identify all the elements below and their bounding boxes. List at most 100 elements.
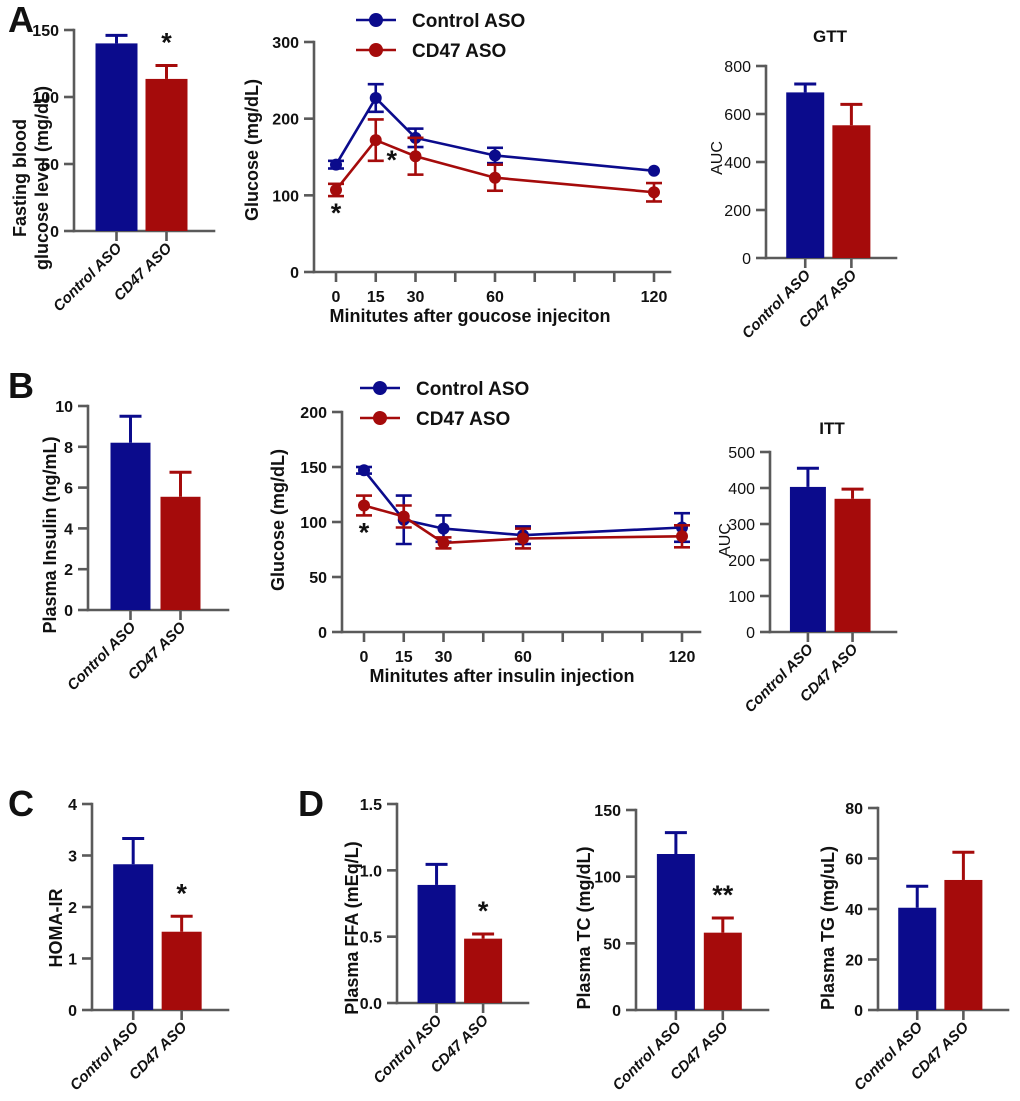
y-tick-label: 0	[318, 625, 327, 642]
y-axis-plasma-insulin: 0 2 4 6 8 10	[55, 399, 88, 620]
y-tick-label: 150	[32, 23, 59, 40]
y-axis-title: Glucose (mg/dL)	[268, 449, 288, 591]
x-axis-title: Minitutes after insulin injection	[369, 666, 634, 686]
legend-entry[interactable]: Control ASO	[356, 11, 525, 32]
y-axis-title: AUC	[709, 141, 726, 175]
legend-entry[interactable]: CD47 ASO	[356, 41, 506, 62]
legend-label: Control ASO	[412, 11, 525, 32]
y-tick-label: 6	[64, 481, 73, 498]
y-tick-label: 0	[742, 251, 751, 268]
line-series	[328, 82, 662, 203]
x-axis-title: Minitutes after goucose injeciton	[329, 306, 610, 326]
error-bar	[425, 862, 448, 885]
y-axis-title: Glucose (mg/dL)	[242, 79, 262, 221]
y-tick-label: 80	[845, 801, 863, 818]
y-tick-label: 2	[68, 900, 77, 917]
bar	[703, 932, 742, 1010]
y-tick-label: 8	[64, 440, 73, 457]
bar	[898, 907, 937, 1010]
chart-plasma-tg: Plasma TG (mg/uL) 0 20 40 60 80 Control ASO C…	[750, 760, 1020, 1101]
y-tick-label: 0.5	[360, 930, 382, 947]
y-axis-title: HOMA-IR	[46, 889, 66, 968]
y-tick-label: 200	[272, 112, 299, 129]
error-bar	[122, 837, 145, 865]
y-tick-label: 2	[64, 562, 73, 579]
error-bar	[170, 914, 193, 932]
y-axis-title: Plasma Insulin (ng/mL)	[40, 436, 60, 633]
data-point-marker	[648, 164, 660, 177]
significance-annotations: *	[161, 28, 172, 58]
y-tick-label: 50	[41, 157, 59, 174]
chart-homa-ir: HOMA-IR 0 1 2 3 4 Control ASO CD47 ASO *	[0, 760, 300, 1101]
data-point-marker	[489, 149, 501, 162]
fasting-glucose-svg: Fasting blood glucose level (mg/dL) 0 50 1…	[10, 23, 216, 315]
y-tick-label: 10	[55, 399, 73, 416]
bar	[944, 879, 983, 1010]
category-label: Control ASO	[739, 267, 814, 342]
y-tick-label: 200	[300, 405, 327, 422]
data-point-marker	[648, 186, 660, 199]
x-tick-label: 0	[332, 289, 341, 306]
legend-entry[interactable]: Control ASO	[360, 379, 529, 400]
legend: Control ASO CD47 ASO	[356, 11, 525, 62]
y-tick-label: 400	[728, 481, 755, 498]
svg-text:Fasting blood: Fasting blood	[10, 119, 30, 237]
bar	[789, 486, 826, 632]
x-tick-label: 60	[486, 289, 504, 306]
bar-series	[95, 33, 188, 232]
data-point-marker	[369, 134, 382, 147]
significance-marker: *	[359, 517, 370, 547]
y-tick-label: 0.0	[360, 996, 382, 1013]
y-tick-label: 0	[68, 1003, 77, 1020]
itt-curve-svg: Glucose (mg/dL) Minitutes after insulin …	[268, 379, 702, 686]
chart-itt-curve: Glucose (mg/dL) Minitutes after insulin …	[250, 370, 710, 710]
y-tick-label: 1.0	[360, 863, 382, 880]
bar-series	[110, 414, 201, 610]
legend-entry[interactable]: CD47 ASO	[360, 409, 510, 430]
y-tick-label: 600	[724, 107, 751, 124]
significance-marker: *	[386, 145, 397, 175]
significance-marker: *	[176, 878, 187, 908]
y-tick-label: 1	[68, 952, 77, 969]
legend-label: CD47 ASO	[412, 41, 506, 62]
y-tick-label: 20	[845, 953, 863, 970]
y-axis-fasting-glucose: 0 50 100 150	[32, 23, 74, 241]
panel-letter-a: A	[8, 0, 34, 40]
significance-annotations: *	[176, 878, 187, 908]
y-tick-label: 150	[594, 803, 621, 820]
y-tick-label: 0	[612, 1003, 621, 1020]
bar-series	[898, 850, 983, 1010]
y-tick-label: 100	[594, 870, 621, 887]
error-bar	[841, 487, 864, 499]
legend: Control ASO CD47 ASO	[360, 379, 529, 430]
significance-annotations: **	[331, 145, 398, 228]
y-axis-gtt-auc: 0 200 400 600 800	[724, 59, 766, 268]
error-bar	[840, 102, 863, 126]
data-point-marker	[489, 171, 501, 184]
bar	[161, 931, 202, 1010]
x-axis-itt: 0 15 30 60 120	[360, 632, 695, 666]
category-label: Control ASO	[741, 641, 816, 716]
y-axis-plasma-tc: 0 50 100 150	[594, 803, 636, 1020]
bar	[110, 442, 151, 610]
y-tick-label: 300	[728, 517, 755, 534]
y-axis-title: Plasma TC (mg/dL)	[574, 846, 594, 1009]
error-bar	[472, 932, 495, 939]
y-tick-label: 4	[64, 521, 73, 538]
x-tick-label: 60	[514, 649, 532, 666]
y-tick-label: 300	[272, 35, 299, 52]
y-axis-itt: 0 50 100 150 200	[300, 405, 342, 642]
svg-text:glucose level (mg/dL): glucose level (mg/dL)	[32, 86, 52, 270]
y-tick-label: 60	[845, 852, 863, 869]
bar	[656, 854, 695, 1010]
data-point-marker	[358, 464, 370, 477]
y-tick-label: 400	[724, 155, 751, 172]
y-tick-label: 40	[845, 902, 863, 919]
chart-title: ITT	[819, 419, 845, 438]
x-tick-label: 15	[395, 649, 413, 666]
y-tick-label: 1.5	[360, 797, 382, 814]
